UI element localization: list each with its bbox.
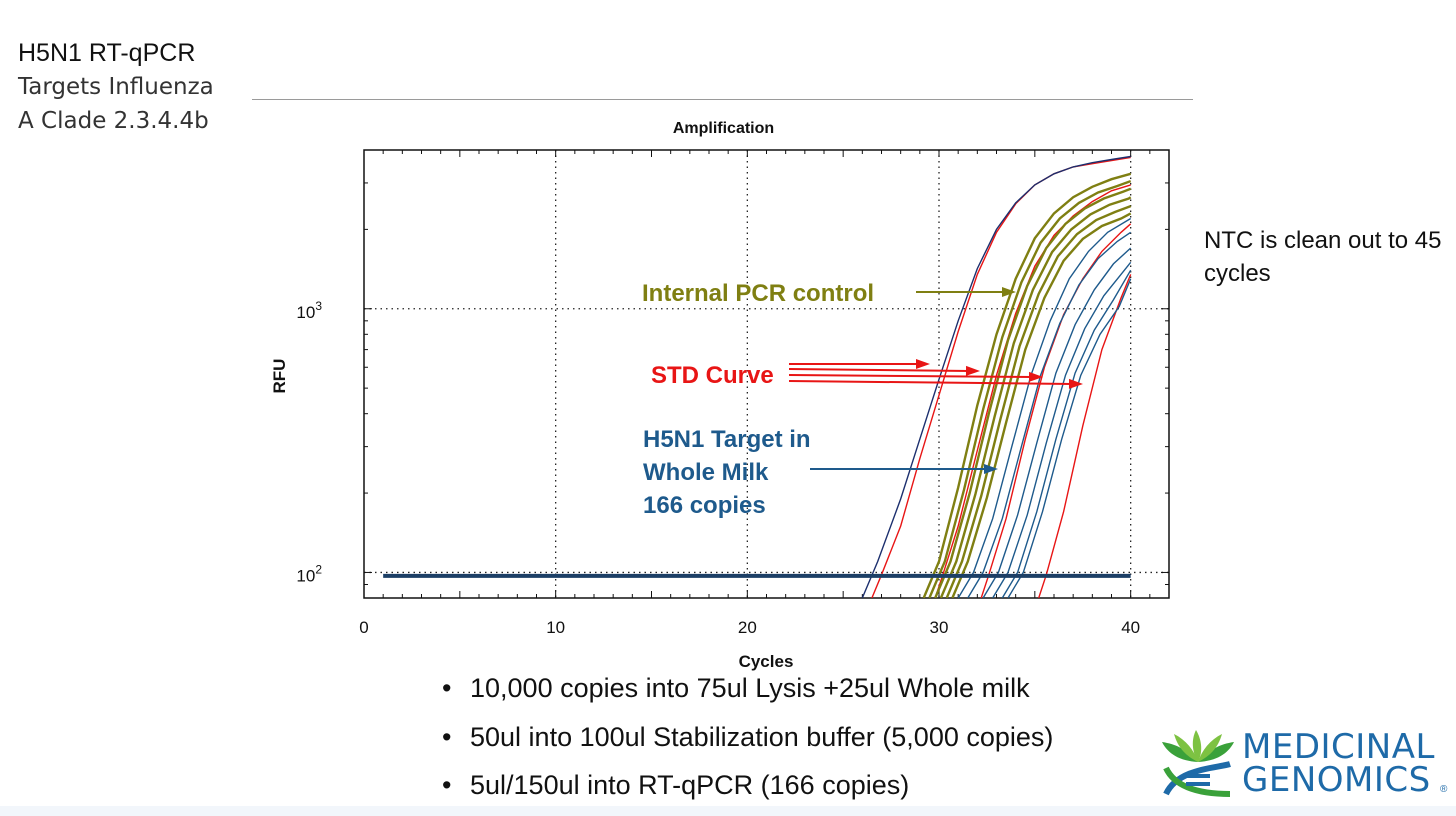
amplification-curve-target xyxy=(967,231,1132,598)
x-tick-label: 30 xyxy=(930,618,949,637)
amplification-curve-ipc xyxy=(951,212,1132,598)
chart-title: Amplification xyxy=(673,120,774,137)
amplification-curve-ipc xyxy=(922,172,1132,598)
title-line-2: Targets Influenza xyxy=(18,74,214,100)
amplification-curve-target xyxy=(982,247,1132,598)
annotation-std-arrow-head xyxy=(916,359,930,369)
x-tick-label: 20 xyxy=(738,618,757,637)
bullet-text: 5ul/150ul into RT-qPCR (166 copies) xyxy=(470,770,910,800)
amplification-curve-ipc xyxy=(928,179,1132,598)
annotation-target-arrow-head xyxy=(984,464,998,474)
title-divider xyxy=(252,99,1193,100)
y-tick-label: 102 xyxy=(296,562,322,585)
amplification-curve-target xyxy=(992,261,1132,598)
x-tick-label: 0 xyxy=(359,618,368,637)
annotation-ipc-label: Internal PCR control xyxy=(642,280,874,307)
amplification-curve-std xyxy=(1038,274,1132,598)
company-logo: MEDICINAL GENOMICS ® xyxy=(1158,728,1450,800)
protocol-bullets: • 10,000 copies into 75ul Lysis +25ul Who… xyxy=(442,668,1053,814)
y-axis-label: RFU xyxy=(270,359,289,394)
bullet-text: 50ul into 100ul Stabilization buffer (5,… xyxy=(470,721,1054,752)
bullet-item: • 5ul/150ul into RT-qPCR (166 copies) xyxy=(442,765,1053,814)
leaf-helix-logo-icon xyxy=(1162,730,1234,797)
amplification-curve-ipc xyxy=(945,204,1132,598)
annotation-std-arrow xyxy=(788,368,971,372)
bullet-glyph: • xyxy=(442,673,452,703)
bullet-item: • 50ul into 100ul Stabilization buffer (5… xyxy=(442,717,1053,766)
amplification-curve-target xyxy=(1001,269,1132,598)
title-line-3: A Clade 2.3.4.4b xyxy=(18,108,209,134)
amplification-curve-ipc xyxy=(939,196,1132,598)
ntc-note: NTC is clean out to 45 cycles xyxy=(1204,227,1442,287)
annotation-target-label: H5N1 Target in Whole Milk 166 copies xyxy=(643,426,811,519)
bullet-item: • 10,000 copies into 75ul Lysis +25ul Who… xyxy=(442,668,1053,717)
bullet-text: 10,000 copies into 75ul Lysis +25ul Whol… xyxy=(470,673,1030,703)
annotation-std-arrow xyxy=(788,374,1034,378)
plot-frame xyxy=(363,149,1170,599)
x-tick-label: 10 xyxy=(546,618,565,637)
logo-word-genomics: GENOMICS xyxy=(1242,760,1431,800)
amplification-curve-target xyxy=(957,217,1132,598)
annotation-std-arrow xyxy=(788,380,1074,385)
amplification-curve-navy xyxy=(861,155,1131,598)
y-tick-label: 103 xyxy=(296,299,322,322)
amplification-curve-ipc xyxy=(934,187,1132,598)
bullet-glyph: • xyxy=(442,721,452,752)
title-line-1: H5N1 RT-qPCR xyxy=(18,39,196,67)
annotation-std-arrow-head xyxy=(965,365,980,376)
annotation-std-arrow-head xyxy=(1068,378,1083,389)
logo-word-medicinal: MEDICINAL xyxy=(1242,727,1435,767)
curves-group xyxy=(861,155,1132,598)
bottom-strip xyxy=(0,806,1456,816)
amplification-curve-target xyxy=(1007,278,1132,598)
annotation-ipc-arrow-head xyxy=(1002,287,1016,297)
slide-title: H5N1 RT-qPCR Targets Influenza A Clade 2… xyxy=(18,36,214,138)
bullet-glyph: • xyxy=(442,770,452,800)
registered-mark: ® xyxy=(1440,784,1448,795)
annotation-std-arrow-head xyxy=(1028,371,1043,382)
x-axis-label: Cycles xyxy=(739,652,794,671)
annotation-std-label: STD Curve xyxy=(651,362,774,389)
x-tick-label: 40 xyxy=(1121,618,1140,637)
